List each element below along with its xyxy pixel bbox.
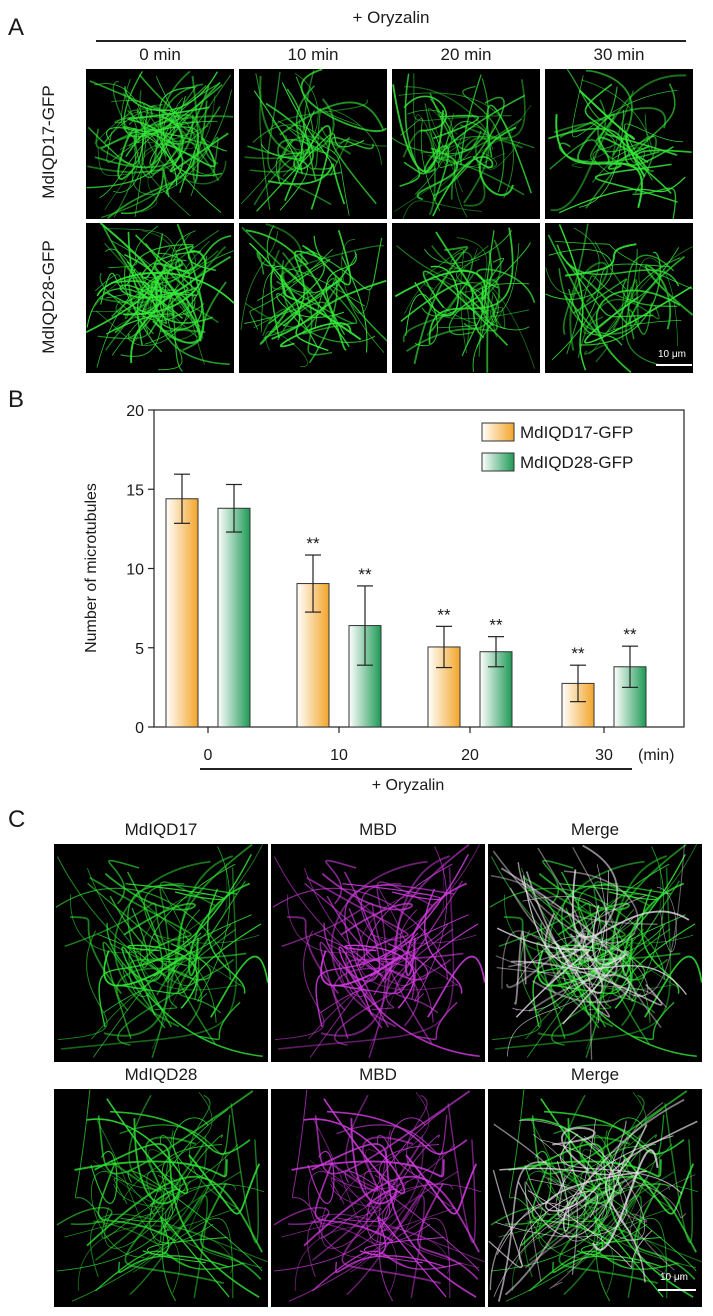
x-tick-label: 0 xyxy=(204,747,213,764)
micrograph-c-row1-mbd xyxy=(271,844,485,1062)
panel-c-scale-bar xyxy=(658,1289,696,1291)
row-label-mdiqd17: MdIQD17-GFP xyxy=(39,85,58,199)
y-tick-label: 20 xyxy=(126,403,144,420)
y-tick-label: 10 xyxy=(126,562,144,579)
significance-marker: ** xyxy=(623,625,637,644)
c-header-merge-2: Merge xyxy=(570,1065,620,1084)
micrograph-row2-t0 xyxy=(86,223,234,373)
micrograph-row1-t20 xyxy=(392,69,540,219)
micrograph-c-row2-mbd xyxy=(271,1089,485,1307)
micrograph-c-row2-green xyxy=(54,1089,268,1307)
y-tick-label: 0 xyxy=(135,720,144,737)
panel-c-scale-bar-label: 10 μm xyxy=(660,1272,688,1283)
c-header-merge-1: Merge xyxy=(570,820,620,839)
y-tick-label: 15 xyxy=(126,482,144,499)
significance-marker: ** xyxy=(437,605,451,624)
micrograph-row2-t10 xyxy=(239,223,387,373)
x-axis-unit-label: (min) xyxy=(638,747,674,764)
microtubule-count-bar-chart: Number of microtubules (min) + Oryzalin … xyxy=(83,403,685,794)
panel-a-scale-bar xyxy=(656,364,692,366)
x-axis-label: + Oryzalin xyxy=(372,777,444,794)
x-tick-label: 30 xyxy=(595,747,613,764)
y-tick-label: 5 xyxy=(135,641,144,658)
legend-swatch-0 xyxy=(481,422,515,442)
panel-c-letter: C xyxy=(8,806,26,833)
time-header-10: 10 min xyxy=(287,45,339,64)
legend-label-1: MdIQD28-GFP xyxy=(520,453,633,472)
micrograph-row1-t30 xyxy=(545,69,693,219)
oryzalin-treatment-label: + Oryzalin xyxy=(352,8,430,27)
time-header-20: 20 min xyxy=(440,45,492,64)
micrograph-c-row1-green xyxy=(54,844,268,1062)
significance-marker: ** xyxy=(489,616,503,635)
micrograph-row2-t20 xyxy=(392,223,540,373)
bar-mdiqd28-gfp-0 xyxy=(217,507,251,728)
significance-marker: ** xyxy=(306,534,320,553)
treatment-bracket-line xyxy=(96,40,686,42)
significance-marker: ** xyxy=(571,644,585,663)
legend-swatch-1 xyxy=(481,452,515,472)
time-header-0: 0 min xyxy=(139,45,181,64)
legend-label-0: MdIQD17-GFP xyxy=(520,423,633,442)
x-tick-label: 20 xyxy=(461,747,479,764)
c-header-mdiqd17: MdIQD17 xyxy=(124,820,198,839)
bar-mdiqd28-gfp-20 xyxy=(479,651,513,728)
micrograph-c-row2-merge xyxy=(488,1089,702,1307)
micrograph-row1-t0 xyxy=(86,69,234,219)
c-header-mbd-2: MBD xyxy=(359,1065,397,1084)
micrograph-row1-t10 xyxy=(239,69,387,219)
y-axis-label: Number of microtubules xyxy=(83,483,100,653)
micrograph-row2-t30 xyxy=(545,223,693,373)
x-tick-label: 10 xyxy=(330,747,348,764)
micrograph-c-row1-merge xyxy=(488,844,702,1062)
time-header-30: 30 min xyxy=(593,45,645,64)
c-header-mdiqd28: MdIQD28 xyxy=(124,1065,198,1084)
bar-mdiqd17-gfp-0 xyxy=(165,498,199,728)
row-label-mdiqd28: MdIQD28-GFP xyxy=(39,240,58,354)
panel-a-letter: A xyxy=(8,14,25,41)
c-header-mbd-1: MBD xyxy=(359,820,397,839)
panel-b-letter: B xyxy=(8,386,25,413)
significance-marker: ** xyxy=(358,565,372,584)
panel-a-scale-bar-label: 10 μm xyxy=(658,349,686,360)
